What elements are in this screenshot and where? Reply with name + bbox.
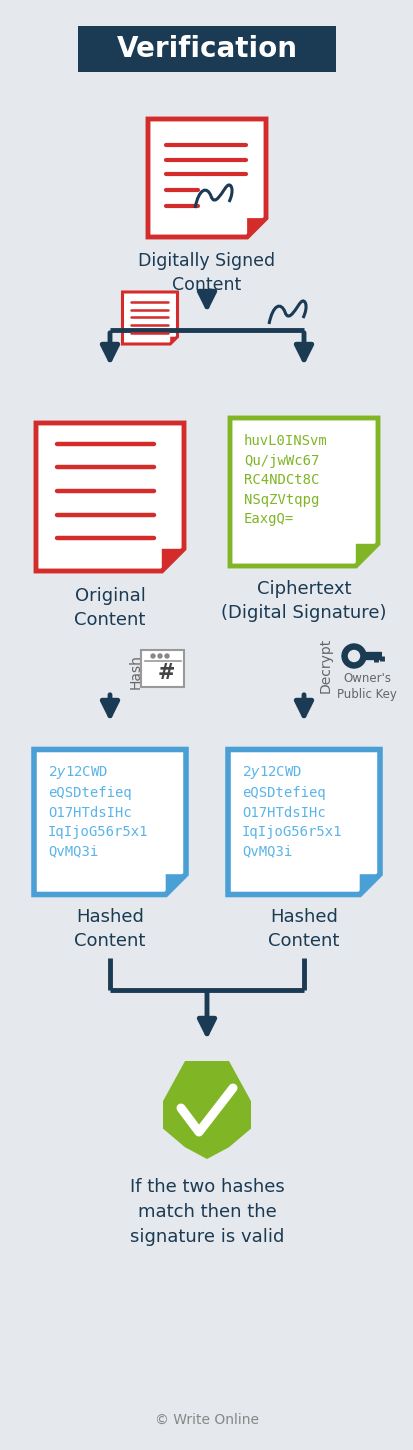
Text: Hashed
Content: Hashed Content <box>74 908 145 950</box>
Text: Ciphertext
(Digital Signature): Ciphertext (Digital Signature) <box>221 580 386 622</box>
Polygon shape <box>161 548 183 571</box>
Text: Original
Content: Original Content <box>74 587 145 629</box>
Polygon shape <box>34 750 185 895</box>
Polygon shape <box>359 874 379 895</box>
Text: © Write Online: © Write Online <box>154 1412 259 1427</box>
Circle shape <box>165 654 169 658</box>
Polygon shape <box>247 218 266 236</box>
Text: #: # <box>157 663 174 683</box>
Polygon shape <box>163 1061 250 1159</box>
Text: Owner's
Public Key: Owner's Public Key <box>336 671 396 700</box>
Polygon shape <box>165 874 185 895</box>
Text: $2y$12CWD
eQSDtefieq
O17HTdsIHc
IqIjoG56r5x1
QvMQ3i: $2y$12CWD eQSDtefieq O17HTdsIHc IqIjoG56… <box>48 764 148 858</box>
Text: huvL0INSvm
Qu/jwWc67
RC4NDCt8C
NSqZVtqpg
EaxgQ=: huvL0INSvm Qu/jwWc67 RC4NDCt8C NSqZVtqpg… <box>243 434 327 526</box>
Circle shape <box>341 644 365 668</box>
FancyBboxPatch shape <box>78 26 335 72</box>
Text: Hashed
Content: Hashed Content <box>268 908 339 950</box>
Polygon shape <box>122 291 177 344</box>
Polygon shape <box>228 750 379 895</box>
Text: Hash: Hash <box>129 654 142 689</box>
Polygon shape <box>355 544 377 566</box>
Text: $2y$12CWD
eQSDtefieq
O17HTdsIHc
IqIjoG56r5x1
QvMQ3i: $2y$12CWD eQSDtefieq O17HTdsIHc IqIjoG56… <box>242 764 342 858</box>
FancyBboxPatch shape <box>141 650 184 686</box>
Circle shape <box>348 651 358 661</box>
Polygon shape <box>147 119 266 236</box>
Circle shape <box>158 654 161 658</box>
Polygon shape <box>230 418 377 566</box>
Text: Decrypt: Decrypt <box>318 638 332 693</box>
Text: Digitally Signed
Content: Digitally Signed Content <box>138 252 275 294</box>
Polygon shape <box>170 336 177 344</box>
Circle shape <box>151 654 154 658</box>
Text: If the two hashes
match then the
signature is valid: If the two hashes match then the signatu… <box>129 1177 284 1246</box>
Text: Verification: Verification <box>116 35 297 62</box>
Polygon shape <box>36 423 183 571</box>
